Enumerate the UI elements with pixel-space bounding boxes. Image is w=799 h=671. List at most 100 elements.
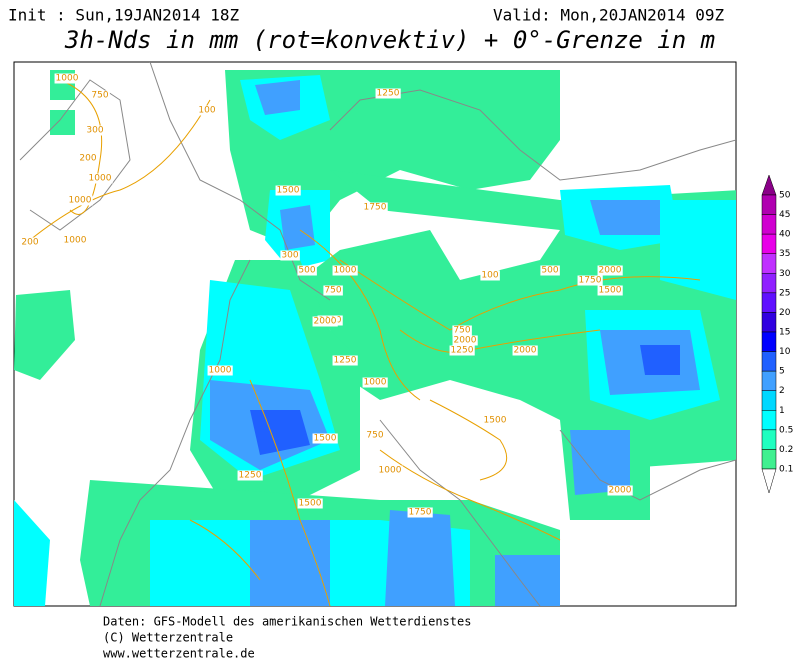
color-bar-segment — [761, 429, 777, 450]
contour-label-bg — [597, 265, 623, 276]
footer-url: www.wetterzentrale.de — [103, 647, 255, 661]
freezing-level-contours — [29, 79, 701, 606]
coastlines — [19, 62, 736, 606]
contour-label: 1750 — [364, 203, 387, 213]
contour-label: 1000 — [69, 196, 92, 206]
color-bar-label: 25 — [779, 288, 790, 298]
contour-label-bg — [577, 275, 603, 286]
color-bar-segment — [761, 449, 777, 470]
contour-label: 1000 — [64, 236, 87, 246]
contour-label-bg — [362, 202, 388, 213]
contour-label-bg — [207, 365, 233, 376]
contour-label-bg — [67, 195, 93, 206]
contour-label-bg — [597, 285, 623, 296]
contour-label-bg — [323, 285, 343, 296]
contour-label: 1500 — [599, 286, 622, 296]
contour-label-bg — [62, 235, 88, 246]
contour-label: 1000 — [56, 74, 79, 84]
contour-label: 300 — [281, 251, 298, 261]
color-bar-top — [761, 174, 777, 196]
contour-label: 750 — [324, 286, 341, 296]
contour-label-bg — [362, 377, 388, 388]
contour-label: 1250 — [239, 471, 262, 481]
contour-label: 1000 — [334, 266, 357, 276]
contour-label: 2000 — [454, 336, 477, 346]
contour-label: 2000 — [514, 346, 537, 356]
color-bar-label: 50 — [779, 191, 791, 201]
color-bar-segment — [761, 292, 777, 313]
contour-label-bg — [312, 316, 338, 327]
contour-label-bg — [407, 507, 433, 518]
contour-label: 1250 — [451, 346, 474, 356]
footer-source: Daten: GFS-Modell des amerikanischen Wet… — [103, 615, 471, 629]
contour-label: 750 — [453, 326, 470, 336]
contour-label-bg — [377, 465, 403, 476]
contour-label: 1500 — [314, 434, 337, 444]
color-bar-segment — [761, 370, 777, 391]
color-bar-label: 10 — [779, 347, 791, 357]
contour-label: 200 — [21, 238, 38, 248]
contour-label-bg — [197, 105, 217, 116]
color-bar-segment — [761, 273, 777, 294]
color-bar-label: 20 — [779, 308, 791, 318]
color-bar-label: 5 — [779, 367, 785, 377]
color-bar-segment — [761, 194, 777, 215]
color-bar-label: 0.2 — [779, 445, 793, 455]
contour-label: 1750 — [409, 508, 432, 518]
contour-label: 1000 — [364, 378, 387, 388]
color-bar-segment — [761, 410, 777, 431]
color-bar-segment — [761, 331, 777, 352]
contour-label: 1500 — [277, 186, 300, 196]
contour-label: 500 — [541, 266, 558, 276]
color-bar-segment — [761, 233, 777, 254]
contour-label: 100 — [481, 271, 498, 281]
color-bar-label: 1 — [779, 406, 785, 416]
contour-label-bg — [78, 153, 98, 164]
contour-label-bg — [452, 325, 472, 336]
color-bar: 50 45 40 35 30 25 20 15 10 5 2 1 0.5 0.2 0.1 — [761, 174, 793, 494]
color-bar-label: 0.5 — [779, 425, 793, 435]
contour-label: 1000 — [379, 466, 402, 476]
contour-label-bg — [54, 73, 80, 84]
contour-label: 1500 — [484, 416, 507, 426]
contour-label-bg — [332, 265, 358, 276]
contour-label: 1250 — [334, 356, 357, 366]
contour-label-bg — [275, 185, 301, 196]
contour-label-bg — [332, 355, 358, 366]
contour-label: 1000 — [209, 366, 232, 376]
contour-label: 500 — [298, 266, 315, 276]
contour-label-bg — [607, 485, 633, 496]
init-time: Init : Sun,19JAN2014 18Z — [8, 6, 240, 25]
color-bar-label: 15 — [779, 328, 790, 338]
color-bar-bottom — [761, 468, 777, 494]
title: 3h-Nds in mm (rot=konvektiv) + 0°-Grenze… — [64, 26, 715, 54]
contour-label: 200 — [79, 154, 96, 164]
contour-label: 750 — [366, 431, 383, 441]
contour-label: 1500 — [299, 499, 322, 509]
contour-label: 1250 — [377, 89, 400, 99]
color-bar-label: 30 — [779, 269, 791, 279]
contour-label-bg — [297, 265, 317, 276]
contour-label: 2000 — [314, 317, 337, 327]
contour-label-bg — [87, 173, 113, 184]
contour-label-bg — [297, 498, 323, 509]
contour-label-bg — [365, 430, 385, 441]
color-bar-label: 35 — [779, 249, 790, 259]
contour-label: 1000 — [89, 174, 112, 184]
contour-label: 2000 — [599, 266, 622, 276]
color-bar-label: 2 — [779, 386, 785, 396]
contour-label-bg — [90, 90, 110, 101]
color-bar-segment — [761, 390, 777, 411]
contour-label-bg — [449, 345, 475, 356]
contour-label-bg — [375, 88, 401, 99]
contour-label-bg — [312, 433, 338, 444]
contour-label: 1750 — [579, 276, 602, 286]
color-bar-label: 45 — [779, 210, 790, 220]
contour-label: 100 — [198, 106, 215, 116]
contour-label-bg — [280, 250, 300, 261]
color-bar-segment — [761, 312, 777, 333]
color-bar-label: 40 — [779, 230, 791, 240]
color-bar-label: 0.1 — [779, 465, 793, 475]
contour-label: 300 — [86, 126, 103, 136]
